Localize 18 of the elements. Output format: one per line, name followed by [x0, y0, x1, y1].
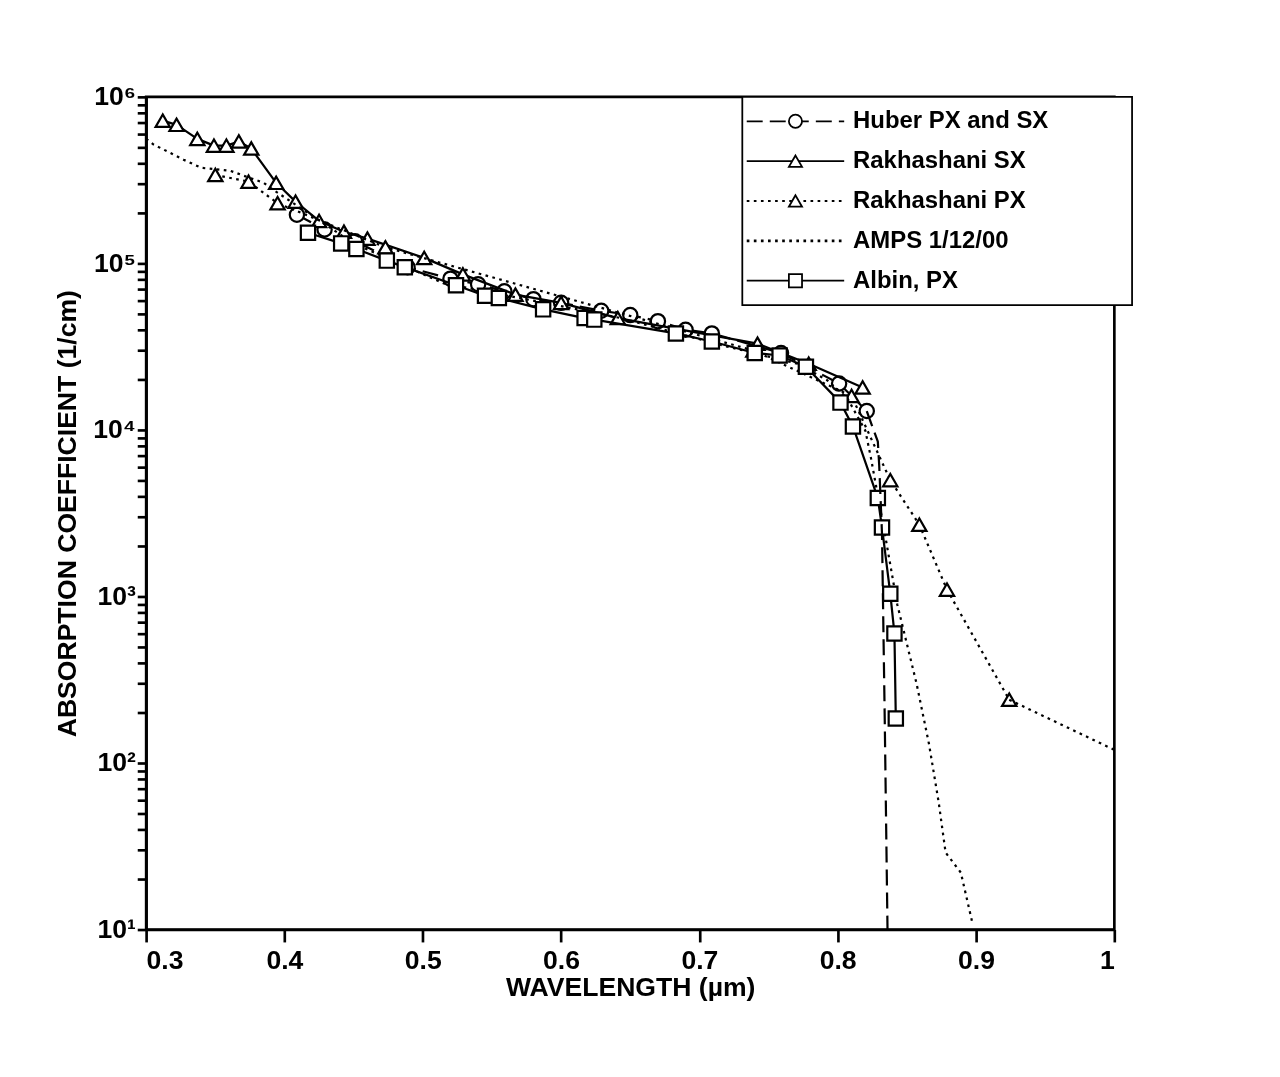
x-tick-label: 0.4 [266, 945, 304, 976]
y-tick-label: 10⁴ [93, 414, 136, 445]
x-tick-label: 1 [1100, 945, 1116, 976]
y-tick-label: 10⁶ [94, 81, 136, 112]
y-tick-label: 10³ [97, 580, 137, 611]
y-tick-label: 10⁵ [93, 247, 136, 278]
legend-label: Rakhashani PX [853, 186, 1026, 214]
y-tick-label: 10² [97, 747, 137, 778]
legend-label: AMPS 1/12/00 [853, 225, 1009, 253]
x-tick-label: 0.5 [404, 945, 442, 976]
legend-label: Rakhashani SX [853, 146, 1026, 174]
x-tick-label: 0.9 [958, 945, 995, 976]
x-tick-label: 0.8 [819, 945, 857, 976]
legend-label: Huber PX and SX [853, 106, 1049, 134]
legend-label: Albin, PX [853, 265, 959, 293]
x-tick-label: 0.3 [146, 945, 184, 976]
y-tick-label: 10¹ [97, 914, 137, 944]
y-axis-title: ABSORPTION COEFFICIENT (1/cm) [51, 290, 82, 738]
